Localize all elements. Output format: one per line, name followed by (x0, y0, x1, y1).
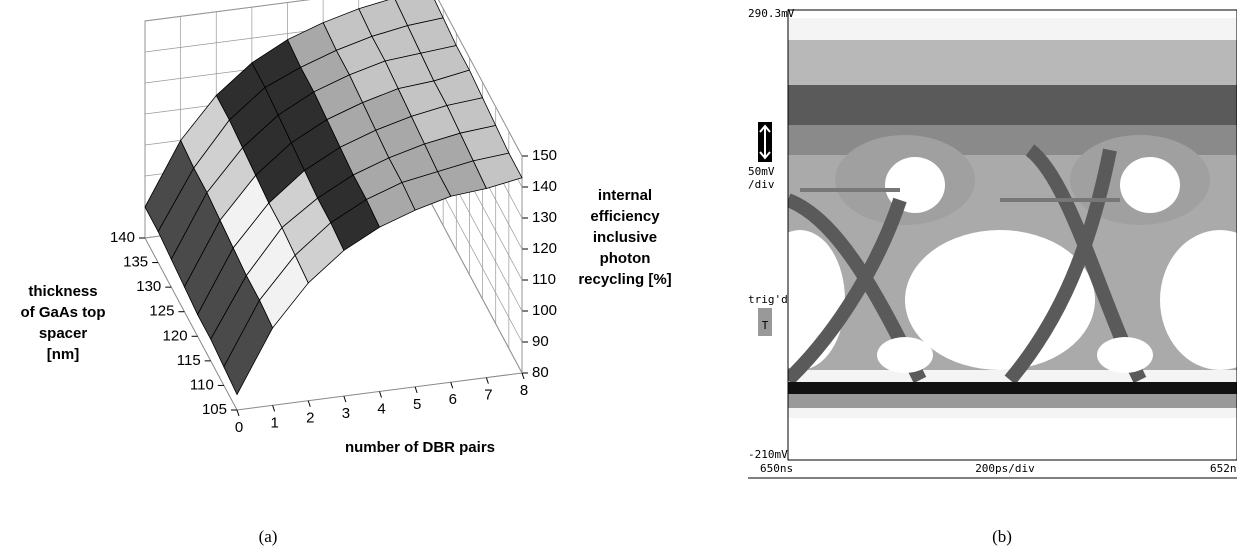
x-scale-label: 200ps/div (975, 462, 1035, 475)
y-tick-label: 135 (123, 254, 148, 271)
z-axis-title: photon (600, 250, 651, 267)
x-tick-label: 6 (449, 391, 457, 408)
z-axis-title: internal (598, 187, 652, 204)
bottom-label: -210mV (748, 448, 788, 461)
y-tick-label: 110 (190, 376, 214, 393)
x-tick-label: 7 (484, 387, 492, 404)
caption: (b) (992, 527, 1012, 546)
top-label: 290.3mV (748, 7, 795, 20)
x-tick (451, 382, 453, 388)
surface-chart: 80 90 100 110 120 130 140 150 0 1 2 3 4 5 6 7 8 105 110 115… (21, 0, 672, 456)
x-tick-label: 4 (377, 400, 385, 417)
trigger-label: trig'd (748, 293, 788, 306)
x-axis-title: number of DBR pairs (345, 439, 495, 456)
x-tick-label: 0 (235, 419, 243, 436)
trigger-icon: T (762, 319, 769, 332)
x-tick-label: 2 (306, 410, 314, 427)
figure: 290.3mV 50mV /div trig'd T -210mV 650ns … (0, 0, 1237, 549)
scale-label: 50mV (748, 165, 775, 178)
x-tick (380, 392, 382, 398)
z-tick-label: 90 (532, 333, 549, 350)
x-end-label: 652ns (1210, 462, 1237, 475)
z-tick-label: 120 (532, 240, 557, 257)
z-tick-label: 130 (532, 209, 557, 226)
x-tick-label: 1 (270, 414, 278, 431)
eye-pattern (755, 18, 1237, 418)
x-tick (237, 410, 239, 416)
z-axis-title: recycling [%] (578, 271, 671, 288)
x-tick (273, 405, 275, 411)
y-tick-label: 115 (177, 352, 201, 369)
y-tick-label: 120 (163, 327, 188, 344)
y-tick-label: 105 (202, 401, 227, 418)
z-tick-label: 80 (532, 364, 549, 381)
x-tick-label: 8 (520, 382, 528, 399)
y-axis-title: spacer (39, 325, 88, 342)
y-tick-label: 130 (136, 278, 161, 295)
x-tick (344, 396, 346, 402)
z-tick-label: 150 (532, 147, 557, 164)
y-axis-title: thickness (28, 283, 97, 300)
x-tick (522, 373, 524, 379)
z-tick-label: 110 (532, 271, 556, 288)
x-tick (415, 387, 417, 393)
x-tick-label: 3 (342, 405, 350, 422)
x-tick (308, 401, 310, 407)
x-tick-label: 5 (413, 396, 421, 413)
z-axis-title: efficiency (590, 208, 660, 225)
y-tick-label: 125 (149, 303, 174, 320)
y-axis-title: [nm] (47, 346, 80, 363)
x-start-label: 650ns (760, 462, 793, 475)
y-tick-label: 140 (110, 229, 135, 246)
z-axis-title: inclusive (593, 229, 657, 246)
z-tick-label: 100 (532, 302, 557, 319)
x-tick (486, 378, 488, 384)
caption: (a) (259, 527, 278, 546)
scale-label: /div (748, 178, 775, 191)
y-axis-title: of GaAs top (21, 304, 106, 321)
z-tick-label: 140 (532, 178, 557, 195)
